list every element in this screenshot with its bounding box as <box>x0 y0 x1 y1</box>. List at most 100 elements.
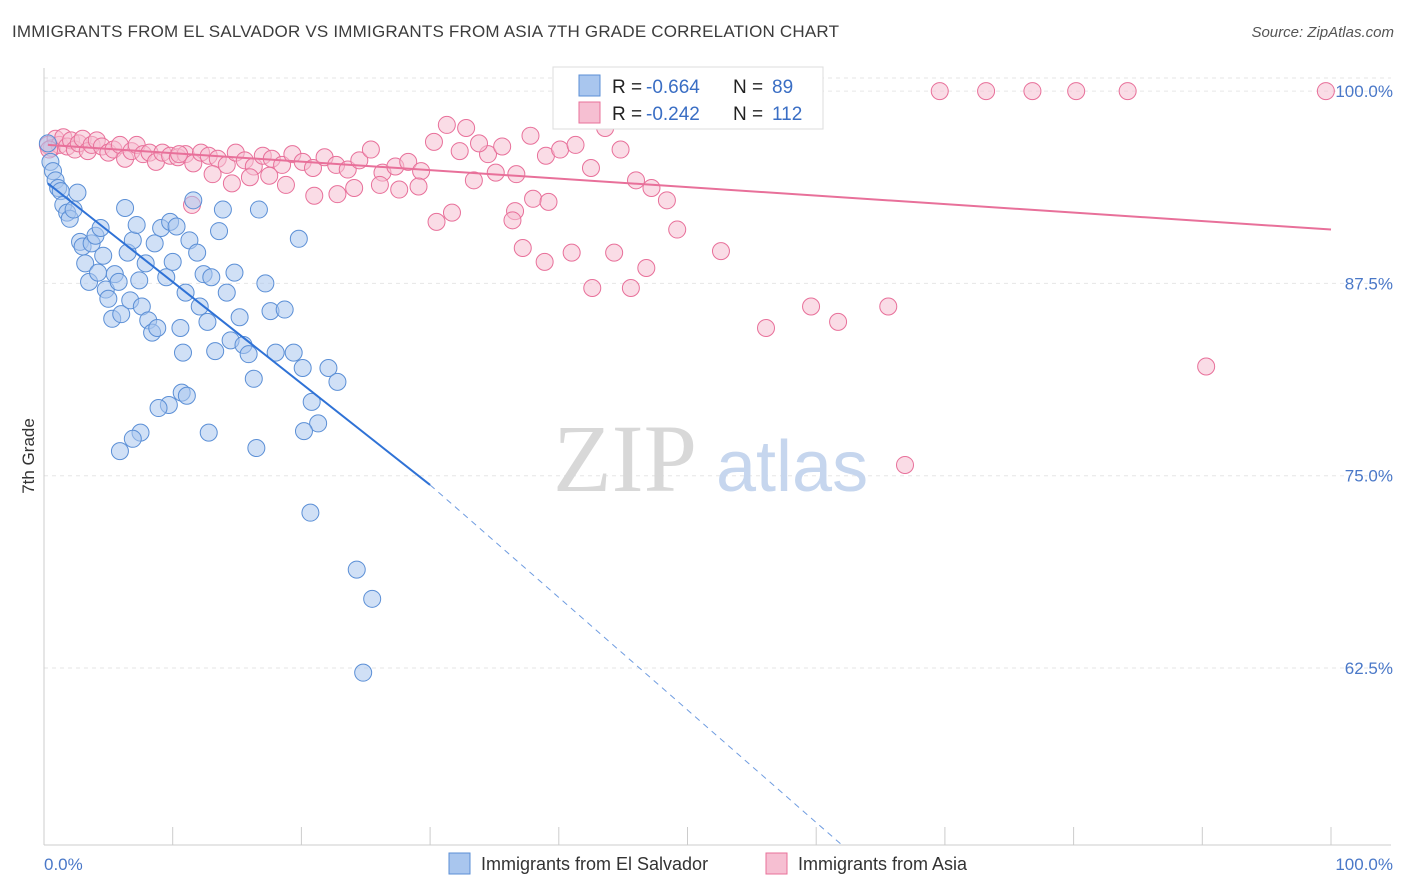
legend-pink-swatch <box>765 852 788 875</box>
el-salvador-point <box>309 414 328 433</box>
asia-point <box>222 174 241 193</box>
y-tick-label: 87.5% <box>1345 274 1393 293</box>
stats-blue-r-value: -0.664 <box>646 77 700 98</box>
y-tick-label: 62.5% <box>1345 659 1393 678</box>
asia-point <box>493 137 512 156</box>
stats-pink-swatch <box>578 101 601 124</box>
series-el-salvador-points <box>38 134 382 682</box>
el-salvador-point <box>130 271 149 290</box>
asia-point <box>424 132 443 151</box>
asia-point <box>539 192 558 211</box>
asia-point <box>345 179 364 198</box>
y-tick-labels: 62.5% 75.0% 87.5% 100.0% <box>1335 82 1393 678</box>
asia-point <box>390 180 409 199</box>
el-salvador-point <box>354 663 373 682</box>
asia-point <box>507 165 526 184</box>
asia-point <box>535 252 554 271</box>
asia-point <box>370 175 389 194</box>
trend-lines <box>47 143 1332 846</box>
asia-point <box>1118 82 1137 101</box>
el-salvador-point <box>294 422 313 441</box>
asia-point <box>1197 357 1216 376</box>
y-tick-label: 100.0% <box>1335 82 1393 101</box>
el-salvador-point <box>239 345 258 364</box>
el-salvador-point <box>247 439 266 458</box>
el-salvador-point <box>244 369 263 388</box>
el-salvador-point <box>127 215 146 234</box>
el-salvador-point <box>302 392 321 411</box>
asia-point <box>464 171 483 190</box>
asia-point <box>668 220 687 239</box>
el-salvador-point <box>199 423 218 442</box>
x-tick-labels: 0.0% 100.0% <box>44 855 1393 874</box>
el-salvador-point <box>202 268 221 287</box>
legend: Immigrants from El Salvador Immigrants f… <box>448 852 968 875</box>
el-salvador-point <box>230 308 249 327</box>
asia-point <box>450 142 469 161</box>
el-salvador-point <box>167 217 186 236</box>
el-salvador-point <box>190 297 209 316</box>
el-salvador-trend-line <box>47 182 431 486</box>
el-salvador-point <box>110 442 129 461</box>
asia-point <box>829 312 848 331</box>
asia-point <box>802 297 821 316</box>
axes <box>43 68 1391 846</box>
el-salvador-point <box>163 252 182 271</box>
asia-point <box>637 259 656 278</box>
watermark-zip: ZIP <box>553 405 697 512</box>
asia-point <box>409 177 428 196</box>
el-salvador-point <box>76 254 95 273</box>
el-salvador-point <box>301 503 320 522</box>
stats-pink-r-label: R = <box>612 104 642 125</box>
legend-blue-swatch <box>448 852 471 875</box>
stats-blue-swatch <box>578 74 601 97</box>
y-axis-label: 7th Grade <box>19 418 38 494</box>
asia-point <box>457 119 476 138</box>
asia-point <box>896 455 915 474</box>
el-salvador-point <box>99 289 118 308</box>
asia-point <box>442 203 461 222</box>
asia-point <box>642 179 661 198</box>
asia-point <box>879 297 898 316</box>
el-salvador-point <box>123 429 142 448</box>
el-salvador-point <box>68 183 87 202</box>
asia-point <box>513 239 532 258</box>
x-tick-label: 100.0% <box>1335 855 1393 874</box>
asia-point <box>930 82 949 101</box>
asia-point <box>240 168 259 187</box>
el-salvador-point <box>363 589 382 608</box>
stats-pink-n-label: N = <box>733 104 763 125</box>
el-salvador-point <box>293 359 312 378</box>
stats-blue-r-label: R = <box>612 77 642 98</box>
el-salvador-point <box>91 219 110 238</box>
asia-point <box>657 191 676 210</box>
legend-pink-label: Immigrants from Asia <box>798 854 968 874</box>
asia-point <box>581 159 600 178</box>
asia-point <box>503 211 522 230</box>
el-salvador-point <box>94 246 113 265</box>
stats-blue-n-value: 89 <box>772 77 793 98</box>
asia-point <box>1023 82 1042 101</box>
chart-title: IMMIGRANTS FROM EL SALVADOR VS IMMIGRANT… <box>12 22 840 41</box>
el-salvador-point <box>145 234 164 253</box>
asia-point <box>470 134 489 153</box>
asia-point <box>437 115 456 134</box>
stats-box: R = -0.664 N = 89 R = -0.242 N = 112 <box>552 66 824 130</box>
asia-point <box>605 243 624 262</box>
watermark-atlas: atlas <box>716 427 868 507</box>
el-salvador-point <box>225 263 244 282</box>
el-salvador-point <box>38 134 57 153</box>
el-salvador-point <box>206 342 225 361</box>
el-salvador-point <box>289 229 308 248</box>
el-salvador-point <box>256 274 275 293</box>
asia-point <box>551 140 570 159</box>
source-label: Source: ZipAtlas.com <box>1251 24 1394 41</box>
stats-blue-n-label: N = <box>733 77 763 98</box>
asia-point <box>1316 82 1335 101</box>
asia-point <box>524 189 543 208</box>
asia-point <box>562 243 581 262</box>
el-salvador-point <box>109 272 128 291</box>
el-salvador-point <box>328 372 347 391</box>
asia-point <box>427 212 446 231</box>
